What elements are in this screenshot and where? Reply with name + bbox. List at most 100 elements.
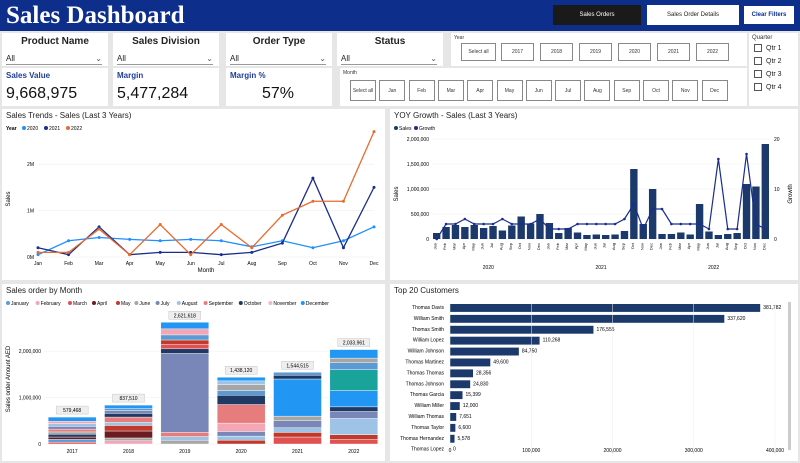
- quarter-label: Qtr 2: [766, 57, 782, 65]
- kpi-label: Sales Value: [6, 71, 51, 80]
- sales-orders-button[interactable]: Sales Orders: [553, 5, 641, 25]
- month-button-may[interactable]: May: [496, 80, 523, 101]
- customer-bar: [450, 434, 455, 443]
- product-name-filter[interactable]: Product Name All ⌄: [2, 33, 108, 66]
- sales-bar: [611, 234, 619, 239]
- status-filter[interactable]: Status All ⌄: [337, 33, 443, 66]
- slicer-label: Month: [343, 70, 357, 76]
- checkbox[interactable]: [754, 70, 762, 78]
- stacked-segment: [273, 372, 322, 376]
- sales-division-dropdown[interactable]: All ⌄: [117, 51, 213, 65]
- x-tick-label: Feb: [64, 261, 73, 267]
- stacked-segment: [47, 428, 97, 433]
- month-button-jun[interactable]: Jun: [525, 80, 552, 101]
- month-button-sep[interactable]: Sep: [613, 80, 640, 101]
- month-button-nov[interactable]: Nov: [672, 80, 699, 101]
- x-tick-label: Oct: [743, 242, 748, 249]
- customer-name: Thomas Davis: [412, 305, 444, 311]
- total-label-box: [112, 393, 145, 403]
- quarter-option-1[interactable]: Qtr 1: [754, 44, 782, 52]
- stacked-segment: [160, 339, 210, 345]
- stacked-segment: [47, 439, 97, 443]
- year-button-2022[interactable]: 2022: [696, 43, 729, 61]
- y-tick-label: 1,000,000: [407, 187, 429, 193]
- month-button-feb[interactable]: Feb: [408, 80, 435, 101]
- year-button-2019[interactable]: 2019: [579, 43, 612, 61]
- x-tick-label: Jan: [34, 261, 42, 267]
- legend-label: September: [209, 301, 234, 307]
- x-tick-label: Jan: [433, 243, 438, 249]
- dropdown-value: All: [341, 54, 350, 63]
- legend-marker: [394, 126, 398, 130]
- clear-filters-button[interactable]: Clear Filters: [743, 5, 795, 25]
- growth-point: [670, 222, 673, 226]
- order-type-filter[interactable]: Order Type All ⌄: [226, 33, 332, 66]
- growth-point: [557, 227, 561, 231]
- customer-name: Thomas Martinez: [405, 360, 444, 366]
- month-button-mar[interactable]: Mar: [437, 80, 464, 101]
- sales-bar: [451, 225, 460, 239]
- month-button-jul[interactable]: Jul: [555, 80, 582, 101]
- sales-order-details-button[interactable]: Sales Order Details: [647, 5, 739, 25]
- customer-name: William Thomas: [409, 414, 445, 420]
- checkbox[interactable]: [754, 57, 762, 65]
- customer-bar: [450, 391, 463, 400]
- legend-label: December: [306, 301, 329, 307]
- customer-bar: [450, 380, 471, 389]
- year-button-select-all[interactable]: Select all: [461, 43, 496, 61]
- quarter-option-2[interactable]: Qtr 2: [754, 57, 782, 65]
- order-type-dropdown[interactable]: All ⌄: [230, 51, 326, 65]
- stacked-segment: [104, 404, 153, 409]
- year-button-2017[interactable]: 2017: [501, 43, 534, 61]
- value-label: 7,651: [459, 414, 472, 420]
- product-name-dropdown[interactable]: All ⌄: [6, 51, 102, 65]
- series-line-2020: [37, 226, 375, 256]
- quarter-option-3[interactable]: Qtr 3: [754, 70, 782, 78]
- year-button-2020[interactable]: 2020: [618, 43, 651, 61]
- x-tick-label: Oct: [630, 242, 635, 249]
- sales-bar: [667, 234, 676, 239]
- checkbox[interactable]: [754, 44, 762, 52]
- sales-bar: [470, 225, 478, 239]
- total-label: 2,621,618: [174, 313, 196, 319]
- sales-division-filter[interactable]: Sales Division All ⌄: [113, 33, 219, 66]
- yoy-growth-chart: YOY Growth - Sales (Last 3 Years) Sales G…: [390, 109, 798, 280]
- data-point-2022: [189, 253, 193, 257]
- month-button-dec[interactable]: Dec: [701, 80, 728, 101]
- month-button-jan[interactable]: Jan: [379, 80, 406, 101]
- stacked-segment: [329, 390, 379, 408]
- stacked-segment: [273, 436, 322, 445]
- growth-line: [436, 153, 766, 240]
- sales-bar: [433, 233, 441, 239]
- stacked-segment: [329, 406, 379, 412]
- checkbox[interactable]: [754, 83, 762, 91]
- month-button-oct[interactable]: Oct: [643, 80, 669, 101]
- quarter-option-4[interactable]: Qtr 4: [754, 83, 782, 91]
- sales-bar: [686, 234, 694, 239]
- legend-marker: [268, 301, 273, 305]
- month-button-apr[interactable]: Apr: [467, 80, 494, 101]
- month-button-aug[interactable]: Aug: [584, 80, 611, 101]
- filter-label: Status: [374, 36, 406, 47]
- value-label: 5,578: [458, 436, 471, 442]
- x-tick-label: Sep: [733, 242, 738, 250]
- total-label-box: [55, 405, 89, 415]
- sales-bar: [536, 214, 544, 239]
- legend-label: Sales: [399, 126, 412, 132]
- sales-bar: [592, 234, 600, 239]
- kpi-margin: Margin 5,477,284: [113, 68, 219, 106]
- stacked-segment: [160, 334, 210, 341]
- legend-label: October: [244, 301, 262, 307]
- total-label-box: [337, 338, 371, 347]
- month-button-select-all[interactable]: Select all: [350, 80, 376, 101]
- growth-point: [623, 217, 626, 221]
- x-tick-label: Jun: [592, 243, 597, 249]
- status-dropdown[interactable]: All ⌄: [341, 51, 437, 65]
- stacked-segment: [329, 349, 379, 359]
- stacked-segment: [273, 427, 322, 433]
- sales-bar: [648, 189, 657, 239]
- year-button-2018[interactable]: 2018: [540, 43, 573, 61]
- sales-bar: [517, 216, 525, 239]
- stacked-segment: [273, 432, 322, 438]
- year-button-2021[interactable]: 2021: [657, 43, 690, 61]
